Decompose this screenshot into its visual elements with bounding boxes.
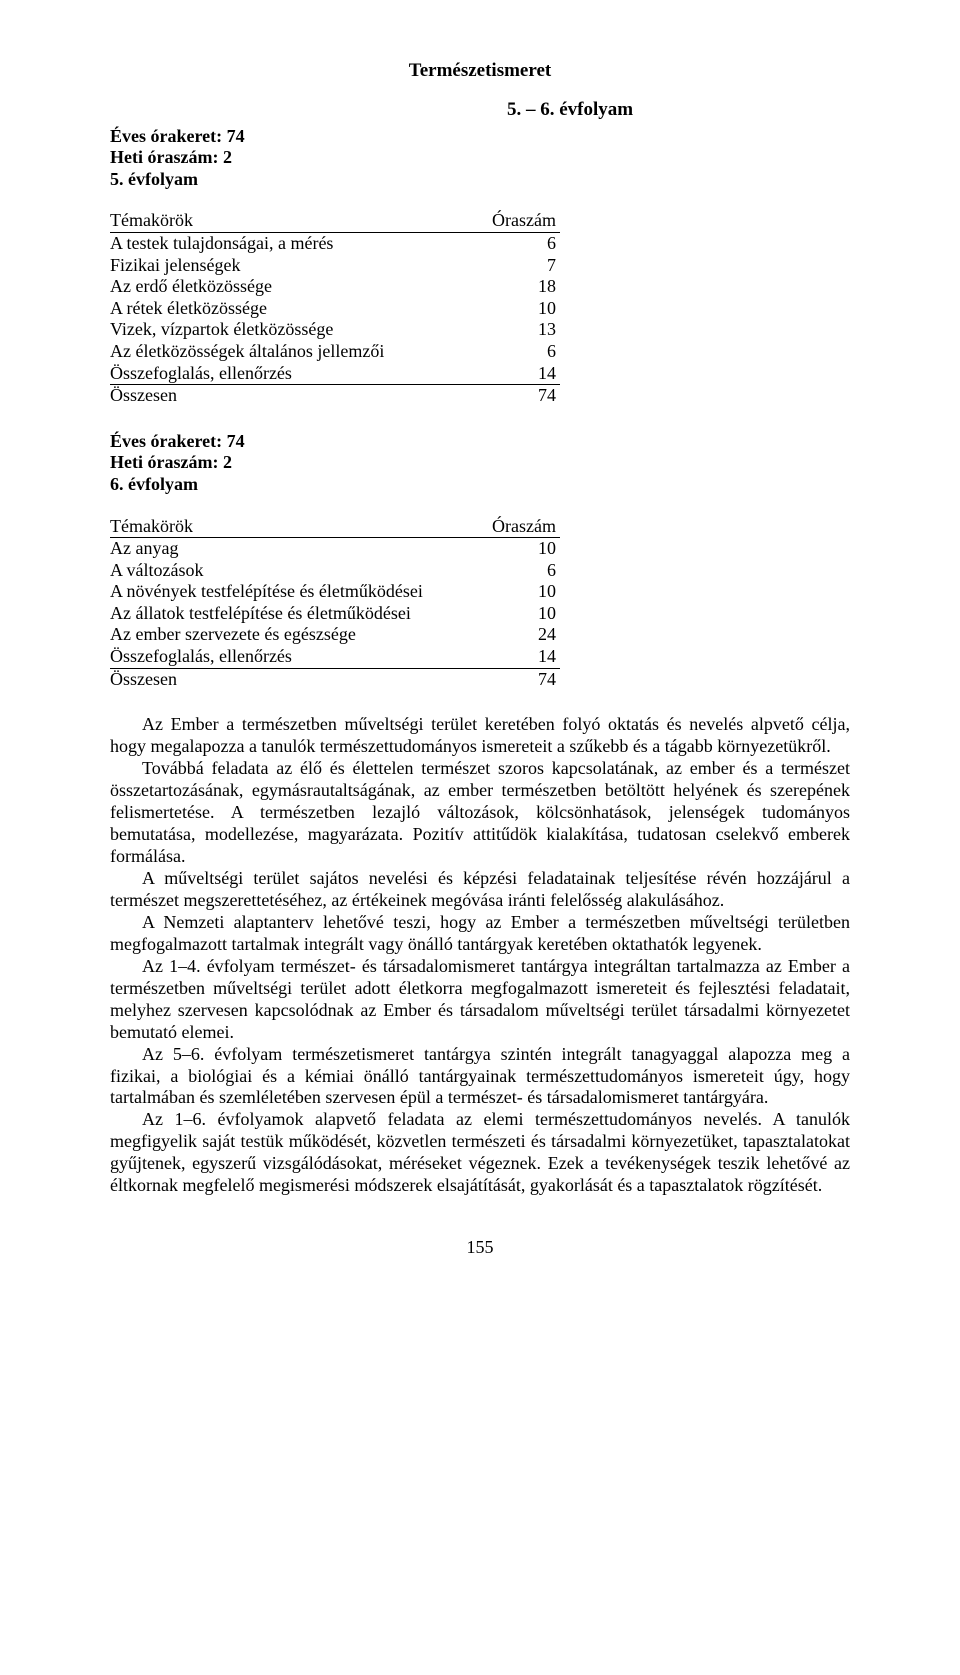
topic-cell: A növények testfelépítése és életműködés… — [110, 581, 480, 603]
body-paragraph: A Nemzeti alaptanterv lehetővé teszi, ho… — [110, 912, 850, 956]
table-row: Az erdő életközössége 18 — [110, 276, 560, 298]
weekly-hours-2: Heti óraszám: 2 — [110, 452, 850, 474]
table-1-header-topic: Témakörök — [110, 210, 480, 232]
section2-header: Éves órakeret: 74 Heti óraszám: 2 6. évf… — [110, 431, 850, 496]
table-2: Témakörök Óraszám Az anyag 10 A változás… — [110, 516, 560, 691]
hours-cell: 10 — [480, 581, 560, 603]
body-paragraph: Az 1–4. évfolyam természet- és társadalo… — [110, 956, 850, 1044]
total-value: 74 — [480, 385, 560, 407]
table-2-header-topic: Témakörök — [110, 516, 480, 538]
hours-cell: 6 — [480, 233, 560, 255]
table-row: A testek tulajdonságai, a mérés 6 — [110, 233, 560, 255]
hours-cell: 6 — [480, 341, 560, 363]
main-title: Természetismeret — [110, 60, 850, 83]
topic-cell: Az állatok testfelépítése és életműködés… — [110, 603, 480, 625]
hours-cell: 10 — [480, 298, 560, 320]
topic-cell: Fizikai jelenségek — [110, 255, 480, 277]
topic-cell: A rétek életközössége — [110, 298, 480, 320]
total-label: Összesen — [110, 385, 480, 407]
topic-cell: A változások — [110, 560, 480, 582]
table-2-header: Témakörök Óraszám — [110, 516, 560, 539]
table-row: Összefoglalás, ellenőrzés 14 — [110, 646, 560, 669]
table-row: Az ember szervezete és egészsége 24 — [110, 624, 560, 646]
hours-cell: 18 — [480, 276, 560, 298]
table-1-total: Összesen 74 — [110, 385, 560, 407]
grade-2: 6. évfolyam — [110, 474, 850, 496]
table-2-total: Összesen 74 — [110, 669, 560, 691]
hours-cell: 14 — [480, 646, 560, 668]
topic-cell: Vizek, vízpartok életközössége — [110, 319, 480, 341]
topic-cell: Összefoglalás, ellenőrzés — [110, 363, 480, 385]
table-row: Összefoglalás, ellenőrzés 14 — [110, 363, 560, 386]
table-2-header-hours: Óraszám — [480, 516, 560, 538]
table-row: A növények testfelépítése és életműködés… — [110, 581, 560, 603]
grade-1: 5. évfolyam — [110, 169, 850, 191]
total-value: 74 — [480, 669, 560, 691]
yearly-hours-1: Éves órakeret: 74 — [110, 126, 850, 148]
hours-cell: 6 — [480, 560, 560, 582]
weekly-hours-1: Heti óraszám: 2 — [110, 147, 850, 169]
subtitle: 5. – 6. évfolyam — [110, 99, 850, 122]
topic-cell: Az ember szervezete és egészsége — [110, 624, 480, 646]
hours-cell: 24 — [480, 624, 560, 646]
hours-cell: 10 — [480, 603, 560, 625]
table-row: Fizikai jelenségek 7 — [110, 255, 560, 277]
body-paragraph: A műveltségi terület sajátos nevelési és… — [110, 868, 850, 912]
table-1: Témakörök Óraszám A testek tulajdonságai… — [110, 210, 560, 406]
body-paragraph: Továbbá feladata az élő és élettelen ter… — [110, 758, 850, 868]
table-1-header-hours: Óraszám — [480, 210, 560, 232]
total-label: Összesen — [110, 669, 480, 691]
hours-cell: 13 — [480, 319, 560, 341]
body-paragraph: Az Ember a természetben műveltségi terül… — [110, 714, 850, 758]
section1-header: Éves órakeret: 74 Heti óraszám: 2 5. évf… — [110, 126, 850, 191]
table-row: A változások 6 — [110, 560, 560, 582]
topic-cell: Az erdő életközössége — [110, 276, 480, 298]
table-1-header: Témakörök Óraszám — [110, 210, 560, 233]
table-row: Az életközösségek általános jellemzői 6 — [110, 341, 560, 363]
page-number: 155 — [110, 1237, 850, 1259]
hours-cell: 10 — [480, 538, 560, 560]
table-row: Vizek, vízpartok életközössége 13 — [110, 319, 560, 341]
hours-cell: 14 — [480, 363, 560, 385]
yearly-hours-2: Éves órakeret: 74 — [110, 431, 850, 453]
table-row: Az állatok testfelépítése és életműködés… — [110, 603, 560, 625]
body-paragraph: Az 1–6. évfolyamok alapvető feladata az … — [110, 1109, 850, 1197]
topic-cell: Az életközösségek általános jellemzői — [110, 341, 480, 363]
topic-cell: A testek tulajdonságai, a mérés — [110, 233, 480, 255]
table-row: A rétek életközössége 10 — [110, 298, 560, 320]
body-paragraph: Az 5–6. évfolyam természetismeret tantár… — [110, 1044, 850, 1110]
topic-cell: Az anyag — [110, 538, 480, 560]
hours-cell: 7 — [480, 255, 560, 277]
table-row: Az anyag 10 — [110, 538, 560, 560]
topic-cell: Összefoglalás, ellenőrzés — [110, 646, 480, 668]
